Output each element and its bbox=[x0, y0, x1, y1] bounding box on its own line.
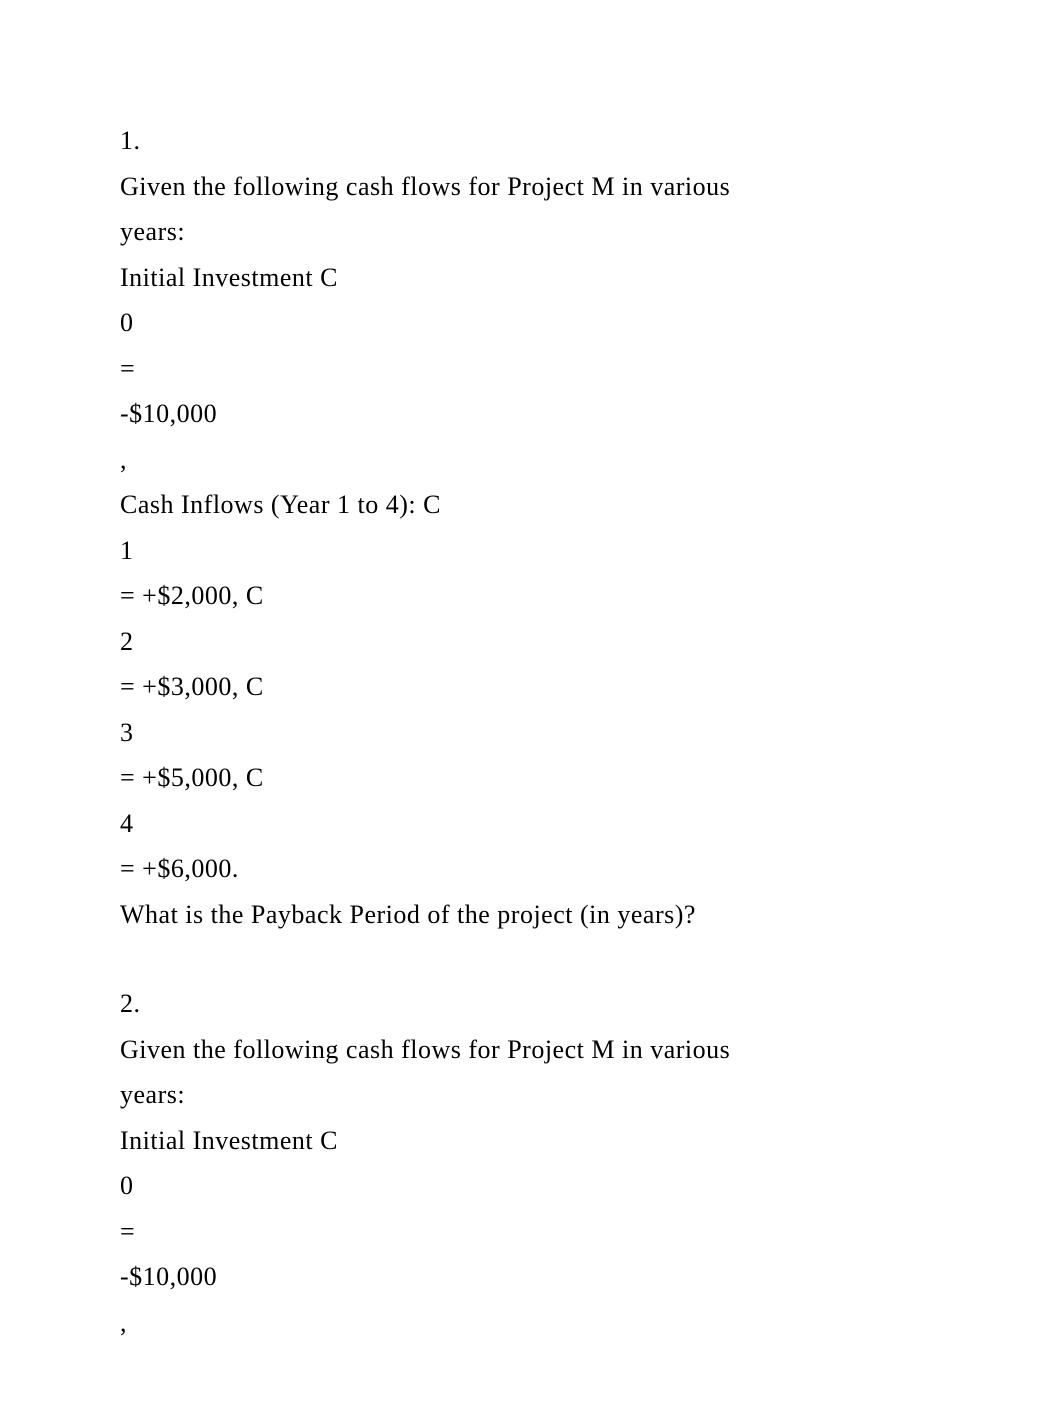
currency-value: = +$2,000, C bbox=[120, 573, 942, 619]
body-text: Initial Investment C bbox=[120, 255, 942, 301]
equals-sign: = bbox=[120, 1209, 942, 1255]
body-text: Cash Inflows (Year 1 to 4): C bbox=[120, 482, 942, 528]
punctuation: , bbox=[120, 1300, 942, 1346]
currency-value: -$10,000 bbox=[120, 391, 942, 437]
currency-value: -$10,000 bbox=[120, 1254, 942, 1300]
subscript-value: 1 bbox=[120, 528, 942, 574]
body-text: Given the following cash flows for Proje… bbox=[120, 164, 942, 210]
body-text: Given the following cash flows for Proje… bbox=[120, 1027, 942, 1073]
subscript-value: 4 bbox=[120, 801, 942, 847]
paragraph-break bbox=[120, 937, 942, 981]
subscript-value: 2 bbox=[120, 619, 942, 665]
body-text: years: bbox=[120, 209, 942, 255]
body-text: years: bbox=[120, 1072, 942, 1118]
body-text: Initial Investment C bbox=[120, 1118, 942, 1164]
currency-value: = +$3,000, C bbox=[120, 664, 942, 710]
equals-sign: = bbox=[120, 346, 942, 392]
currency-value: = +$6,000. bbox=[120, 846, 942, 892]
question-text: What is the Payback Period of the projec… bbox=[120, 892, 942, 938]
subscript-value: 0 bbox=[120, 300, 942, 346]
question-number: 1. bbox=[120, 118, 942, 164]
currency-value: = +$5,000, C bbox=[120, 755, 942, 801]
subscript-value: 0 bbox=[120, 1163, 942, 1209]
document-page: 1. Given the following cash flows for Pr… bbox=[0, 0, 1062, 1405]
subscript-value: 3 bbox=[120, 710, 942, 756]
question-number: 2. bbox=[120, 981, 942, 1027]
punctuation: , bbox=[120, 437, 942, 483]
